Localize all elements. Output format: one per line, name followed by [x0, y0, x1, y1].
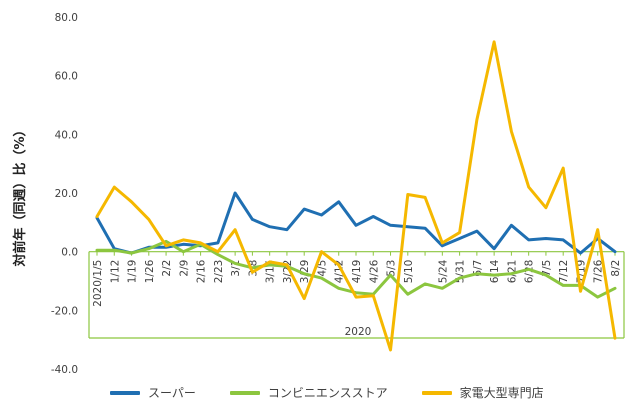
- series-lines: [95, 40, 617, 352]
- x-tick-label: 2/9: [178, 260, 190, 277]
- x-tick-label: 2020/1/5: [92, 260, 104, 307]
- x-tick-label: 6/7: [472, 260, 484, 277]
- legend-label-convenience: コンビニエンスストア: [267, 386, 388, 400]
- x-tick-label: 4/26: [368, 259, 380, 283]
- y-tick-label: -40.0: [51, 364, 78, 376]
- y-axis-title: 対前年（同週）比（%）: [12, 123, 28, 267]
- legend-item-electronics: 家電大型専門店: [421, 384, 544, 401]
- x-tick-label: 4/12: [334, 260, 346, 284]
- legend-swatch-convenience: [229, 390, 260, 395]
- legend-label-super: スーパー: [148, 386, 196, 400]
- x-tick-label: 1/26: [144, 259, 156, 283]
- legend: スーパー コンビニエンスストア 家電大型専門店: [110, 384, 544, 401]
- x-tick-label: 7/5: [541, 260, 553, 277]
- legend-item-super: スーパー: [110, 384, 196, 401]
- x-tick-label: 2/2: [161, 260, 173, 277]
- y-tick-label: 60.0: [55, 71, 78, 83]
- x-tick-label: 2/23: [213, 260, 225, 284]
- x-tick-label: 5/10: [403, 260, 415, 284]
- legend-swatch-super: [110, 390, 140, 395]
- x-tick-label: 4/19: [351, 260, 363, 284]
- x-group-label: 2020: [345, 326, 372, 338]
- x-tick-label: 6/14: [489, 259, 501, 283]
- series-line-1: [95, 239, 617, 299]
- x-tick-label: 7/12: [558, 260, 570, 284]
- y-tick-label: 20.0: [55, 188, 78, 200]
- x-tick-label: 2/16: [196, 259, 208, 283]
- x-tick-label: 1/19: [127, 260, 139, 284]
- legend-item-convenience: コンビニエンスストア: [229, 384, 388, 401]
- x-tick-label: 1/12: [109, 260, 121, 284]
- x-tick-label: 3/29: [299, 260, 311, 284]
- y-tick-labels: 80.0 60.0 40.0 20.0 0.0 -20.0 -40.0: [51, 12, 78, 376]
- legend-swatch-electronics: [421, 390, 452, 395]
- x-tick-label: 8/2: [610, 260, 622, 277]
- x-tick-label: 5/24: [437, 259, 449, 283]
- series-line-2: [95, 40, 617, 352]
- x-tick-label: 6/28: [524, 260, 536, 284]
- y-tick-label: 40.0: [55, 129, 78, 141]
- y-tick-label: 80.0: [55, 12, 78, 24]
- series-line-0: [95, 191, 617, 255]
- y-tick-label: 0.0: [61, 247, 78, 259]
- y-tick-label: -20.0: [51, 305, 78, 317]
- x-tick-label: 4/5: [316, 260, 328, 277]
- x-tick-label: 6/21: [506, 260, 518, 284]
- y-axis-title-group: 対前年（同週）比（%）: [12, 123, 28, 267]
- legend-label-electronics: 家電大型専門店: [459, 386, 544, 400]
- x-tick-label: 5/3: [386, 260, 398, 277]
- x-tick-label: 7/26: [593, 259, 605, 283]
